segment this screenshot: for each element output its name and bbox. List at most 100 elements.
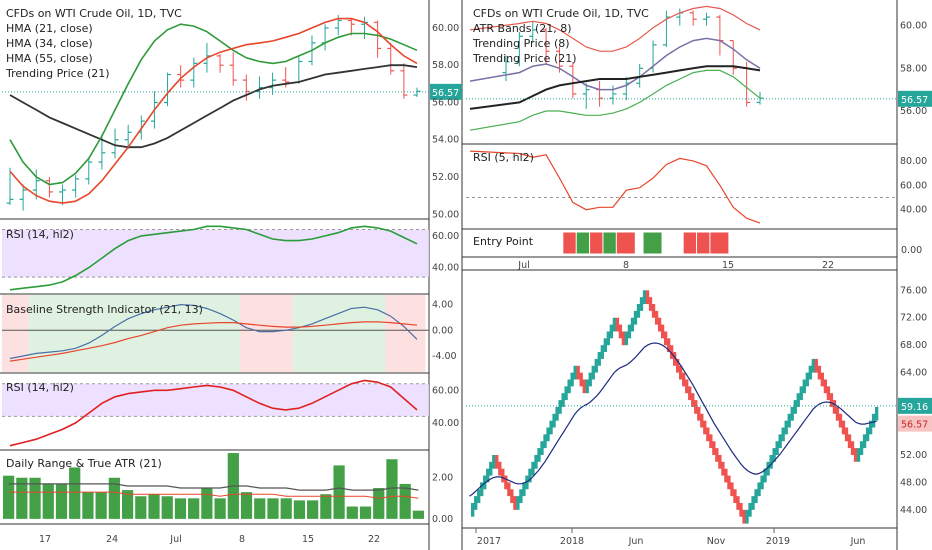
- renko-brick: [624, 331, 629, 346]
- chart_data.3.y_ticks-tick: 60.00: [432, 385, 459, 396]
- renko-brick: [736, 496, 740, 510]
- renko-brick: [715, 448, 719, 462]
- renko-x-tick: Jun: [628, 536, 644, 547]
- renko-brick: [558, 400, 562, 414]
- renko-brick: [564, 386, 568, 401]
- bsi-zone: [160, 295, 175, 372]
- range-bar: [293, 500, 306, 519]
- bsi-zone: [319, 295, 333, 372]
- renko-y-tick: 76.00: [900, 285, 927, 296]
- bsi-zone: [200, 295, 214, 372]
- renko-brick: [549, 420, 553, 435]
- renko-brick: [853, 448, 858, 462]
- bsi-zone: [372, 295, 386, 372]
- renko-brick: [697, 406, 701, 421]
- left-x-tick: 15: [302, 534, 314, 545]
- renko-brick: [531, 461, 535, 476]
- renko-brick: [657, 317, 662, 332]
- right-x-tick: 22: [822, 260, 834, 271]
- renko-brick: [721, 461, 725, 476]
- rsi-1-legend-0: RSI (14, hl2): [6, 228, 74, 241]
- renko-brick: [480, 482, 484, 497]
- chart_data.2.y_ticks-tick: 4.00: [432, 300, 453, 311]
- renko-brick: [862, 434, 867, 449]
- rsi-line: [9, 225, 418, 291]
- renko-brick: [850, 441, 855, 455]
- renko-brick: [787, 413, 791, 428]
- chart_data.6.y_ticks-tick: 60.00: [900, 180, 927, 191]
- range-bar: [240, 492, 253, 519]
- renko-brick: [603, 338, 607, 353]
- renko-brick: [724, 468, 728, 483]
- renko-brick: [504, 475, 508, 490]
- renko-brick: [793, 400, 797, 414]
- right-x-tick: 8: [623, 260, 629, 271]
- range-legend-0: Daily Range & True ATR (21): [6, 457, 162, 470]
- chart_data.5.y_ticks-tick: 58.00: [900, 63, 927, 74]
- rsi2-band: [2, 383, 429, 417]
- chart_data.2.y_ticks-tick: -4.00: [432, 351, 457, 362]
- entry-cell: [709, 231, 730, 255]
- entry-legend-0: Entry Point: [473, 235, 534, 248]
- renko-brick: [591, 365, 595, 380]
- renko-brick: [489, 461, 493, 476]
- renko-brick: [844, 427, 849, 442]
- price-tag-bg: [430, 83, 462, 100]
- range-bar: [174, 498, 187, 519]
- entry-cell: [615, 231, 636, 255]
- renko-brick: [826, 386, 831, 401]
- renko-brick: [594, 358, 598, 373]
- renko-brick: [733, 489, 737, 503]
- renko-brick: [600, 345, 604, 359]
- right-x-tick: Jul: [517, 260, 529, 271]
- bsi-zone: [306, 295, 320, 372]
- renko-x-tick: 2018: [560, 536, 584, 547]
- range-bar: [161, 496, 173, 519]
- range-bar: [333, 465, 345, 519]
- renko-brick: [739, 502, 743, 517]
- renko-brick: [576, 365, 580, 380]
- bsi-zone: [345, 295, 360, 372]
- bsi-zone: [2, 295, 16, 372]
- chart_data.6.y_ticks-tick: 40.00: [900, 205, 927, 216]
- range-bar: [148, 494, 160, 519]
- bsi-zone: [187, 295, 201, 372]
- range-bar: [42, 483, 54, 519]
- bsi-zone: [266, 295, 281, 372]
- renko-x-tick: Nov: [707, 536, 726, 547]
- bsi-zone: [226, 295, 241, 372]
- renko-brick: [691, 393, 695, 407]
- renko-y-tick: 48.00: [900, 477, 927, 488]
- renko-brick: [763, 468, 767, 483]
- bsi-zone: [107, 295, 122, 372]
- renko-brick: [703, 420, 707, 435]
- renko-brick: [838, 413, 843, 428]
- range-bar: [108, 477, 120, 519]
- renko-brick: [796, 393, 800, 407]
- range-bar: [320, 494, 332, 519]
- renko-brick: [618, 324, 623, 339]
- trend-21-line: [469, 65, 761, 110]
- renko-brick: [760, 475, 764, 490]
- range-bar: [29, 477, 41, 519]
- range-bar: [267, 498, 279, 519]
- renko-brick: [766, 461, 770, 476]
- range-bar: [201, 488, 213, 519]
- renko-brick: [522, 482, 526, 497]
- renko-x-tick: 2017: [477, 536, 501, 547]
- renko-brick: [865, 427, 870, 442]
- renko-brick: [579, 372, 583, 387]
- right-x-tick: 15: [722, 260, 734, 271]
- renko-brick: [477, 489, 481, 503]
- renko-brick: [555, 406, 559, 421]
- renko-brick: [471, 502, 475, 517]
- renko-brick: [633, 310, 638, 325]
- renko-brick: [685, 379, 689, 394]
- left-x-tick: Jul: [169, 534, 181, 545]
- renko-brick: [654, 310, 659, 325]
- renko-brick: [856, 448, 861, 462]
- renko-brick: [727, 475, 731, 490]
- renko-y-tick: 64.00: [900, 368, 927, 379]
- rsi5-legend-0: RSI (5, hl2): [473, 151, 534, 164]
